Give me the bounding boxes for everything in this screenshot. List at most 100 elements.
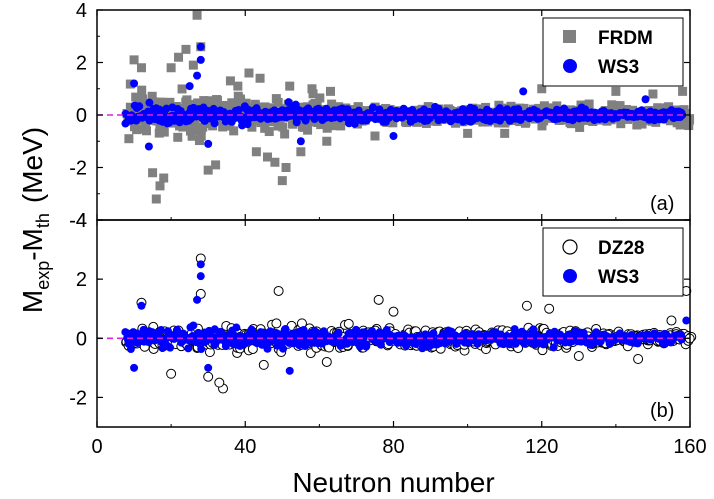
point-ws3 (197, 345, 206, 354)
point-frdm (575, 122, 585, 132)
point-dz28 (544, 303, 555, 314)
point-dz28 (214, 377, 225, 388)
panel-a-label: (a) (650, 193, 674, 215)
point-ws3 (184, 344, 193, 353)
point-ws3 (389, 132, 398, 140)
point-frdm (370, 131, 380, 141)
point-frdm (270, 157, 280, 167)
point-frdm (251, 147, 261, 157)
point-ws3 (292, 118, 301, 127)
point-frdm (181, 44, 191, 54)
point-frdm (307, 84, 317, 94)
point-ws3 (135, 102, 144, 111)
point-frdm (327, 99, 337, 109)
point-frdm (584, 99, 594, 109)
point-dz28 (573, 351, 584, 362)
point-ws3 (355, 342, 364, 351)
panel-a-legend: FRDM WS3 (542, 17, 684, 87)
point-frdm (165, 97, 175, 107)
point-frdm (203, 165, 213, 175)
point-frdm (211, 160, 221, 170)
point-frdm (255, 73, 265, 83)
point-frdm (192, 10, 202, 20)
point-frdm (273, 121, 283, 131)
x-tick-label: 0 (91, 436, 102, 458)
point-ws3 (156, 326, 165, 335)
point-frdm (166, 63, 176, 73)
point-ws3 (319, 327, 328, 336)
point-ws3 (376, 340, 385, 349)
point-frdm (187, 131, 197, 141)
point-frdm (138, 94, 148, 104)
point-frdm (156, 97, 166, 107)
point-ws3 (185, 82, 194, 91)
point-frdm (233, 100, 243, 110)
point-frdm (260, 123, 270, 133)
legend-frdm-marker-square (563, 30, 576, 43)
point-frdm (264, 127, 274, 137)
point-ws3 (196, 272, 205, 281)
point-ws3 (279, 344, 288, 353)
point-frdm (133, 108, 143, 118)
point-frdm (229, 126, 239, 136)
legend-dz28-label: DZ28 (598, 238, 644, 259)
point-frdm (173, 132, 183, 142)
point-ws3 (418, 344, 427, 353)
point-frdm (402, 118, 412, 128)
point-frdm (648, 89, 658, 99)
point-ws3 (166, 343, 175, 352)
panel-a-ticks: -4 -2 0 2 4 (69, 0, 691, 232)
point-frdm (211, 97, 221, 107)
point-ws3 (137, 301, 146, 310)
y-axis-title-th: th (33, 213, 53, 228)
point-dz28 (388, 306, 399, 317)
point-frdm (227, 98, 237, 108)
point-frdm (665, 116, 675, 126)
point-ws3 (130, 79, 139, 88)
point-frdm (129, 55, 139, 65)
point-ws3 (549, 343, 558, 352)
point-frdm (159, 173, 169, 183)
point-dz28 (166, 368, 177, 379)
point-frdm (174, 52, 184, 62)
point-ws3 (296, 137, 305, 146)
point-frdm (277, 176, 287, 186)
point-frdm (675, 120, 685, 130)
point-dz28 (273, 285, 284, 296)
point-frdm (537, 121, 547, 131)
point-frdm (325, 86, 335, 96)
point-frdm (188, 60, 198, 70)
point-frdm (303, 125, 313, 135)
y-tick-label: -4 (69, 210, 87, 232)
point-frdm (539, 101, 549, 111)
point-frdm (262, 152, 272, 162)
point-frdm (331, 121, 341, 131)
point-frdm (150, 97, 160, 107)
point-ws3 (234, 106, 243, 115)
point-dz28 (203, 371, 214, 382)
y-tick-label: 0 (76, 328, 87, 350)
y-axis-title-m: M (17, 290, 48, 313)
panel-b-legend: DZ28 WS3 (542, 227, 684, 297)
point-frdm (177, 84, 187, 94)
point-frdm (537, 84, 547, 94)
y-axis-title-unit: (MeV) (17, 127, 48, 203)
point-ws3 (362, 340, 371, 349)
legend-ws3-marker-circle (563, 59, 577, 73)
point-frdm (611, 86, 621, 96)
y-tick-label: -4 (69, 210, 87, 232)
point-frdm (193, 98, 203, 108)
legend-dz28-marker-open-circle (562, 239, 578, 255)
point-ws3 (145, 98, 154, 107)
point-frdm (135, 124, 145, 134)
point-ws3 (284, 98, 293, 107)
y-axis-title-minus-m: -M (17, 228, 48, 261)
x-tick-label: 40 (234, 436, 256, 458)
point-frdm (281, 163, 291, 172)
point-frdm (124, 134, 134, 144)
point-frdm (306, 116, 316, 126)
point-frdm (308, 89, 318, 99)
point-ws3 (299, 326, 308, 335)
point-frdm (247, 122, 257, 132)
